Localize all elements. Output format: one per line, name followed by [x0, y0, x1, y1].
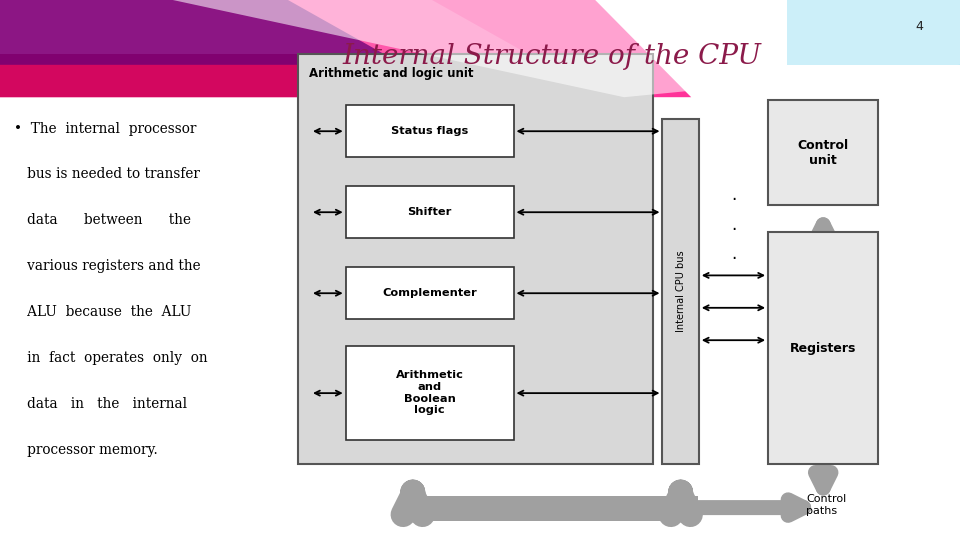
Polygon shape: [173, 0, 960, 97]
Text: Control
paths: Control paths: [806, 494, 847, 516]
Text: ALU  because  the  ALU: ALU because the ALU: [14, 305, 192, 319]
Text: Arithmetic
and
Boolean
logic: Arithmetic and Boolean logic: [396, 370, 464, 415]
Polygon shape: [0, 0, 528, 54]
Bar: [346, 186, 514, 238]
Text: Complementer: Complementer: [382, 288, 477, 298]
Text: processor memory.: processor memory.: [14, 443, 158, 457]
Bar: [346, 105, 514, 157]
Polygon shape: [0, 54, 480, 97]
Polygon shape: [0, 0, 403, 65]
Text: Internal Structure of the CPU: Internal Structure of the CPU: [343, 43, 761, 70]
Text: Control
unit: Control unit: [798, 139, 849, 166]
Bar: [298, 54, 653, 464]
Text: data   in   the   internal: data in the internal: [14, 397, 187, 411]
Bar: [768, 100, 878, 205]
Text: Arithmetic and logic unit: Arithmetic and logic unit: [309, 68, 473, 80]
Text: Internal CPU bus: Internal CPU bus: [676, 251, 685, 333]
Bar: [346, 267, 514, 319]
Bar: [662, 119, 699, 464]
Text: •  The  internal  processor: • The internal processor: [14, 122, 197, 136]
Bar: [346, 346, 514, 440]
Bar: [768, 232, 878, 464]
Text: Registers: Registers: [790, 342, 856, 355]
Text: various registers and the: various registers and the: [14, 259, 201, 273]
Text: in  fact  operates  only  on: in fact operates only on: [14, 351, 208, 365]
Text: ·
·
·: · · ·: [731, 191, 736, 268]
Text: bus is needed to transfer: bus is needed to transfer: [14, 167, 201, 181]
Text: 4: 4: [916, 21, 924, 33]
Text: Shifter: Shifter: [407, 207, 452, 217]
Text: data      between      the: data between the: [14, 213, 191, 227]
Polygon shape: [787, 0, 960, 65]
Text: Status flags: Status flags: [391, 126, 468, 136]
Polygon shape: [0, 0, 691, 97]
